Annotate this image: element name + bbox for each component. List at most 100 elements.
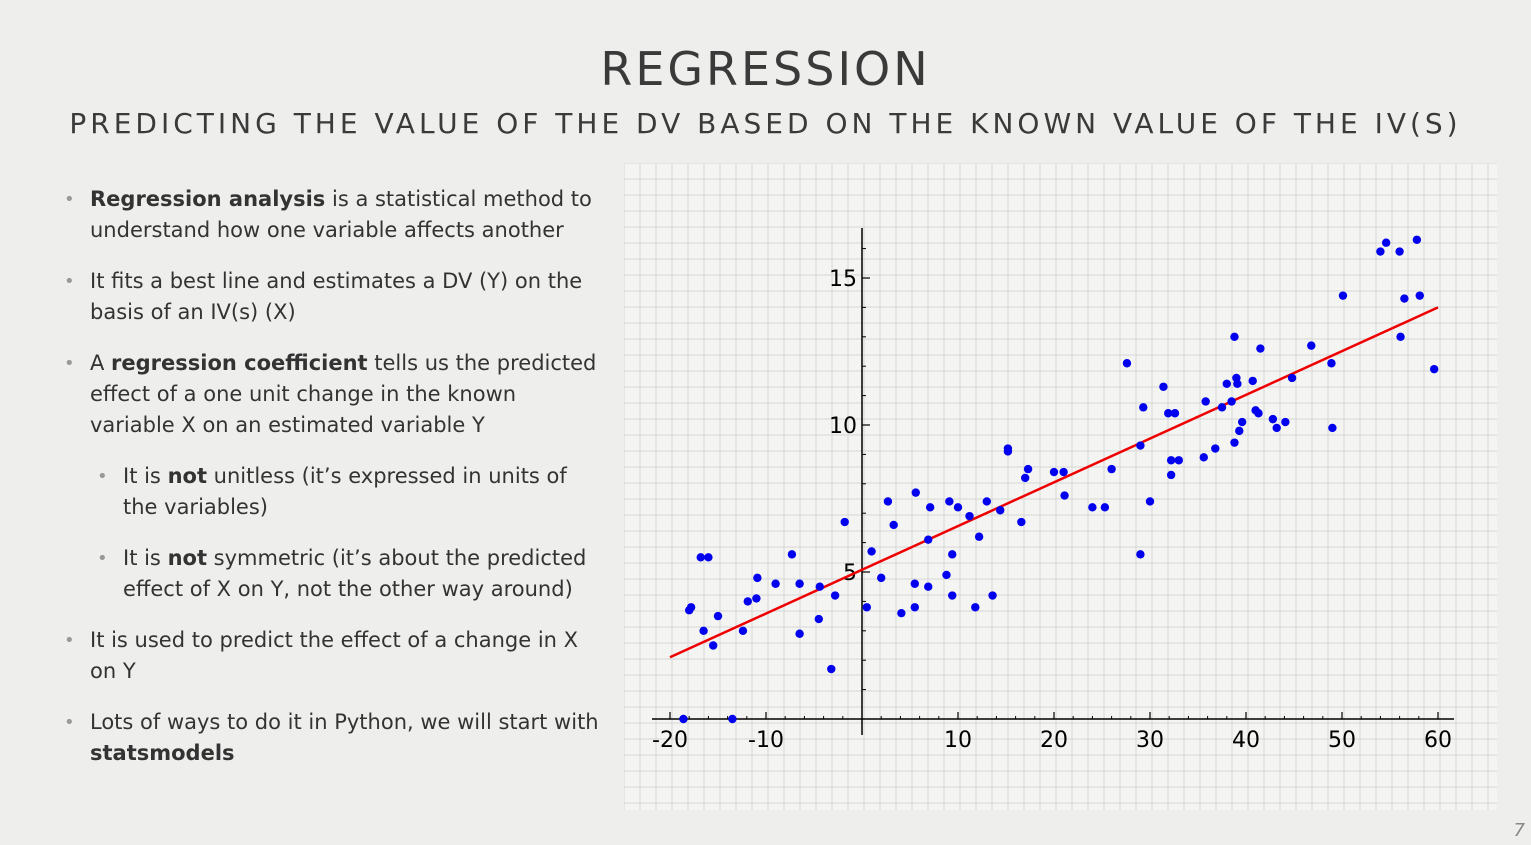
x-tick-label: 20 <box>1040 728 1068 753</box>
data-point <box>1122 359 1132 368</box>
x-tick-label: 40 <box>1232 728 1260 753</box>
data-point <box>1136 550 1145 559</box>
data-point <box>1201 397 1210 406</box>
data-point <box>867 547 876 556</box>
bullet-dot-icon: • <box>64 271 75 292</box>
data-point <box>738 626 748 635</box>
data-point <box>942 570 951 580</box>
data-point <box>830 591 840 600</box>
data-point <box>897 608 906 618</box>
data-point <box>1174 456 1183 465</box>
data-point <box>862 603 871 612</box>
bullet-item: • Regression analysis is a statistical me… <box>62 184 607 246</box>
data-point <box>1230 332 1239 341</box>
data-point <box>827 664 836 674</box>
data-point <box>1088 503 1097 512</box>
data-point <box>910 603 919 612</box>
sub-bullet-item: • It is not unitless (it’s expressed in u… <box>95 461 607 523</box>
data-point <box>1139 403 1148 412</box>
bullet-item: • Lots of ways to do it in Python, we wil… <box>62 707 607 769</box>
bullet-bold-text: not <box>167 464 207 488</box>
data-point <box>883 497 893 506</box>
data-point <box>1338 291 1348 300</box>
data-point <box>1429 364 1439 374</box>
bullet-dot-icon: • <box>64 353 75 374</box>
data-point <box>982 497 991 506</box>
bullet-item: • It is used to predict the effect of a c… <box>62 625 607 687</box>
data-point <box>988 591 997 600</box>
data-point <box>971 603 980 612</box>
y-tick-label: 15 <box>829 267 857 292</box>
page-number: 7 <box>1513 820 1525 841</box>
data-point <box>1248 376 1257 386</box>
bullet-bold-text: statsmodels <box>90 741 235 765</box>
bullet-dot-icon: • <box>64 630 75 651</box>
data-point <box>1059 467 1068 477</box>
bullet-text: It fits a best line and estimates a DV (… <box>90 269 583 324</box>
data-point <box>1017 517 1026 527</box>
data-point <box>910 579 919 588</box>
bullet-bold-text: not <box>167 546 207 570</box>
data-point <box>1230 438 1239 447</box>
bullet-list: • Regression analysis is a statistical me… <box>62 184 607 789</box>
data-point <box>1272 423 1281 433</box>
data-point <box>1159 382 1168 391</box>
data-point <box>1287 373 1297 383</box>
data-point <box>1237 417 1247 427</box>
data-point <box>771 579 780 588</box>
data-point <box>743 597 752 606</box>
bullet-text: It is <box>123 546 168 570</box>
data-point <box>795 579 804 588</box>
data-point <box>1211 444 1220 453</box>
bullet-text: Lots of ways to do it in Python, we will… <box>90 710 599 734</box>
data-point <box>1166 456 1176 465</box>
data-point <box>1227 397 1236 406</box>
data-point <box>1307 341 1316 350</box>
data-point <box>753 573 762 583</box>
regression-line <box>669 306 1439 659</box>
data-point <box>925 503 935 512</box>
data-point <box>1107 464 1116 474</box>
sub-bullet-item: • It is not symmetric (it’s about the pre… <box>95 543 607 605</box>
bullet-dot-icon: • <box>97 548 108 569</box>
data-point <box>948 591 957 600</box>
data-point <box>965 511 974 521</box>
y-tick-label: 5 <box>843 561 857 586</box>
data-point <box>889 520 898 530</box>
bullet-bold-text: regression coefficient <box>111 351 368 375</box>
data-point <box>713 611 723 621</box>
bullet-bold-text: Regression analysis <box>90 187 326 211</box>
x-tick-label: -20 <box>652 728 688 753</box>
bullet-dot-icon: • <box>97 466 108 487</box>
data-point <box>1254 409 1263 418</box>
data-point <box>795 629 804 638</box>
data-point <box>814 614 823 624</box>
bullet-item: • A regression coefficient tells us the p… <box>62 348 607 441</box>
data-point <box>1395 247 1404 256</box>
data-point <box>686 603 696 612</box>
data-point <box>1145 497 1155 506</box>
data-point <box>704 553 713 562</box>
data-point <box>1060 491 1069 500</box>
data-point <box>948 550 957 559</box>
data-point <box>752 594 761 603</box>
data-point <box>728 714 737 724</box>
bullet-text: It is used to predict the effect of a ch… <box>90 628 579 683</box>
x-tick-label: 50 <box>1328 728 1356 753</box>
data-point <box>1100 503 1110 512</box>
data-point <box>1281 417 1290 427</box>
slide-title: REGRESSION <box>600 42 931 96</box>
data-point <box>787 550 797 559</box>
x-tick-label: 60 <box>1424 728 1452 753</box>
data-point <box>1003 444 1013 453</box>
data-point <box>1222 379 1231 389</box>
data-point <box>996 506 1005 515</box>
data-point <box>696 553 705 562</box>
data-point <box>924 535 933 544</box>
data-point <box>1233 379 1242 389</box>
data-point <box>1166 470 1176 480</box>
data-point <box>1170 409 1180 418</box>
data-point <box>1217 403 1227 412</box>
data-point <box>709 641 718 650</box>
bullet-text: tells us the predicted effect of a one u… <box>90 351 597 437</box>
